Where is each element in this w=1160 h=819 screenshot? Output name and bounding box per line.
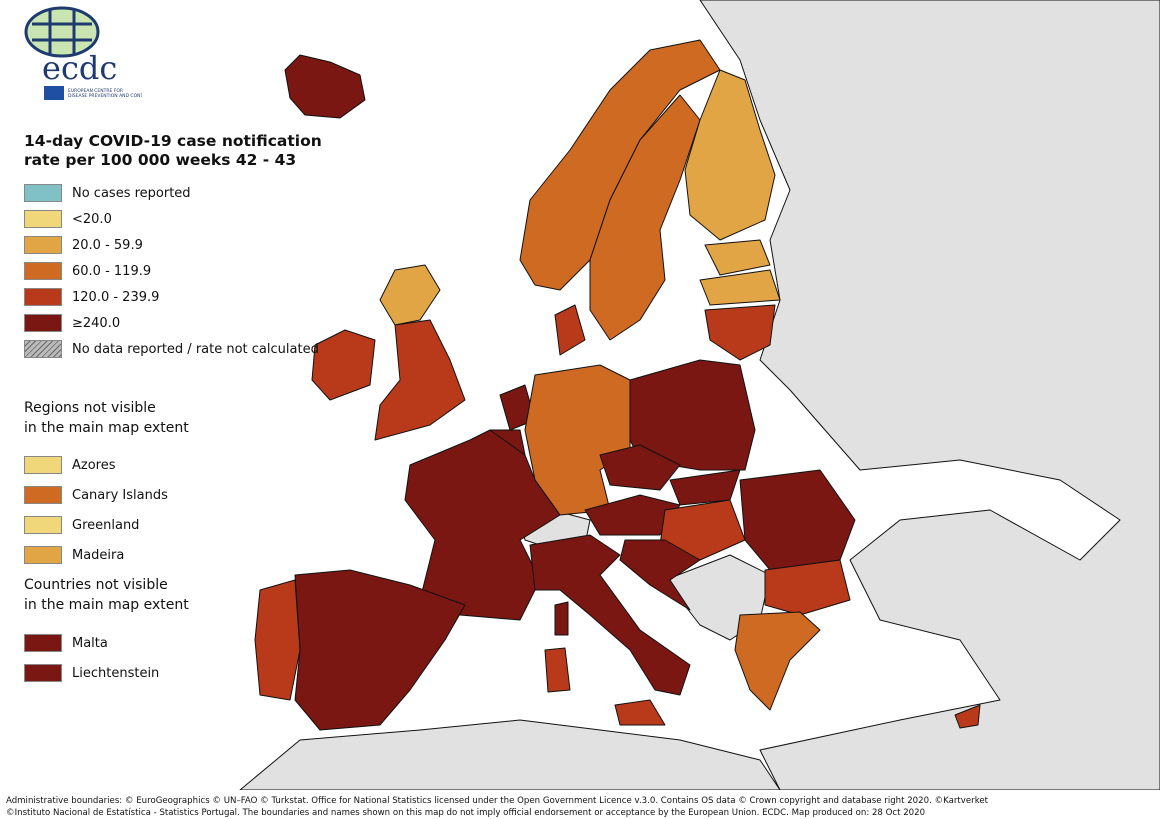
country-label: Liechtenstein: [72, 665, 160, 681]
region-iceland: [284, 54, 366, 119]
countries-heading-line-1: Countries not visible: [24, 577, 168, 593]
countries-list: Malta Liechtenstein: [24, 628, 159, 688]
legend-item: No cases reported: [24, 180, 319, 206]
region-swatch: [24, 456, 62, 474]
region-corsica: [554, 601, 569, 636]
region-item: Greenland: [24, 510, 168, 540]
legend-swatch: [24, 340, 62, 358]
europe-map: [239, 0, 1160, 790]
region-portugal: [254, 579, 301, 701]
legend-item: <20.0: [24, 206, 319, 232]
legend-swatch: [24, 288, 62, 306]
svg-text:ecdc: ecdc: [42, 49, 117, 87]
region-uk-scotland: [379, 264, 441, 326]
region-sardinia: [544, 647, 571, 693]
region-norway: [519, 39, 721, 291]
region-uk-england: [374, 319, 466, 441]
region-label: Canary Islands: [72, 487, 168, 503]
region-swatch: [24, 486, 62, 504]
globe-icon: ecdc EUROPEAN CENTRE FOR DISEASE PREVENT…: [24, 6, 153, 100]
legend-label: No data reported / rate not calculated: [72, 341, 319, 357]
non-eu-land-africa: [239, 719, 781, 790]
region-slovenia-croatia: [619, 539, 701, 611]
region-item: Canary Islands: [24, 480, 168, 510]
legend-swatch: [24, 314, 62, 332]
footer-line-2: ©Instituto Nacional de Estatística - Sta…: [6, 808, 926, 818]
ecdc-logo: ecdc EUROPEAN CENTRE FOR DISEASE PREVENT…: [22, 4, 153, 104]
country-item: Liechtenstein: [24, 658, 159, 688]
region-estonia: [704, 239, 771, 276]
legend-item: 20.0 - 59.9: [24, 232, 319, 258]
region-bulgaria: [764, 559, 851, 616]
legend-label: 60.0 - 119.9: [72, 263, 152, 279]
country-swatch: [24, 664, 62, 682]
region-lithuania: [704, 304, 776, 361]
region-ireland: [311, 329, 376, 401]
footer-credits: Administrative boundaries: © EuroGeograp…: [6, 795, 988, 819]
svg-text:DISEASE PREVENTION AND CONTROL: DISEASE PREVENTION AND CONTROL: [68, 93, 142, 99]
region-denmark: [554, 304, 586, 356]
legend-swatch: [24, 236, 62, 254]
non-eu-land-east: [699, 0, 1160, 790]
region-sweden: [589, 94, 701, 341]
legend-label: 20.0 - 59.9: [72, 237, 143, 253]
region-label: Greenland: [72, 517, 140, 533]
country-swatch: [24, 634, 62, 652]
region-czechia: [599, 444, 681, 491]
legend-label: <20.0: [72, 211, 112, 227]
legend-item: 120.0 - 239.9: [24, 284, 319, 310]
svg-text:EUROPEAN CENTRE FOR: EUROPEAN CENTRE FOR: [68, 88, 123, 94]
regions-heading-line-1: Regions not visible: [24, 400, 156, 416]
legend-swatch: [24, 210, 62, 228]
map-title: 14-day COVID-19 case notification rate p…: [24, 132, 322, 170]
country-label: Malta: [72, 635, 108, 651]
region-romania: [739, 469, 856, 571]
footer-line-1: Administrative boundaries: © EuroGeograp…: [6, 796, 989, 806]
legend-label: No cases reported: [72, 185, 191, 201]
region-italy: [529, 534, 691, 696]
region-label: Azores: [72, 457, 116, 473]
region-latvia: [699, 269, 781, 306]
region-hungary: [659, 499, 746, 561]
region-swatch: [24, 516, 62, 534]
region-spain: [294, 569, 466, 731]
countries-heading: Countries not visible in the main map ex…: [24, 575, 189, 615]
legend-swatch: [24, 184, 62, 202]
regions-heading: Regions not visible in the main map exte…: [24, 398, 189, 438]
countries-heading-line-2: in the main map extent: [24, 597, 189, 613]
title-line-1: 14-day COVID-19 case notification: [24, 132, 322, 150]
region-germany: [524, 364, 631, 516]
region-item: Madeira: [24, 540, 168, 570]
regions-list: Azores Canary Islands Greenland Madeira: [24, 450, 168, 570]
legend-item: No data reported / rate not calculated: [24, 336, 319, 362]
legend-item: ≥240.0: [24, 310, 319, 336]
region-sicily: [614, 699, 666, 726]
legend-label: ≥240.0: [72, 315, 121, 331]
region-france: [404, 429, 561, 621]
country-item: Malta: [24, 628, 159, 658]
region-item: Azores: [24, 450, 168, 480]
region-finland: [684, 69, 776, 241]
title-line-2: rate per 100 000 weeks 42 - 43: [24, 151, 297, 169]
legend-label: 120.0 - 239.9: [72, 289, 160, 305]
region-cyprus: [954, 704, 981, 729]
region-greece: [734, 611, 821, 711]
legend-swatch: [24, 262, 62, 280]
legend: No cases reported <20.0 20.0 - 59.9 60.0 - …: [24, 180, 319, 362]
legend-item: 60.0 - 119.9: [24, 258, 319, 284]
regions-heading-line-2: in the main map extent: [24, 420, 189, 436]
region-label: Madeira: [72, 547, 125, 563]
region-swatch: [24, 546, 62, 564]
